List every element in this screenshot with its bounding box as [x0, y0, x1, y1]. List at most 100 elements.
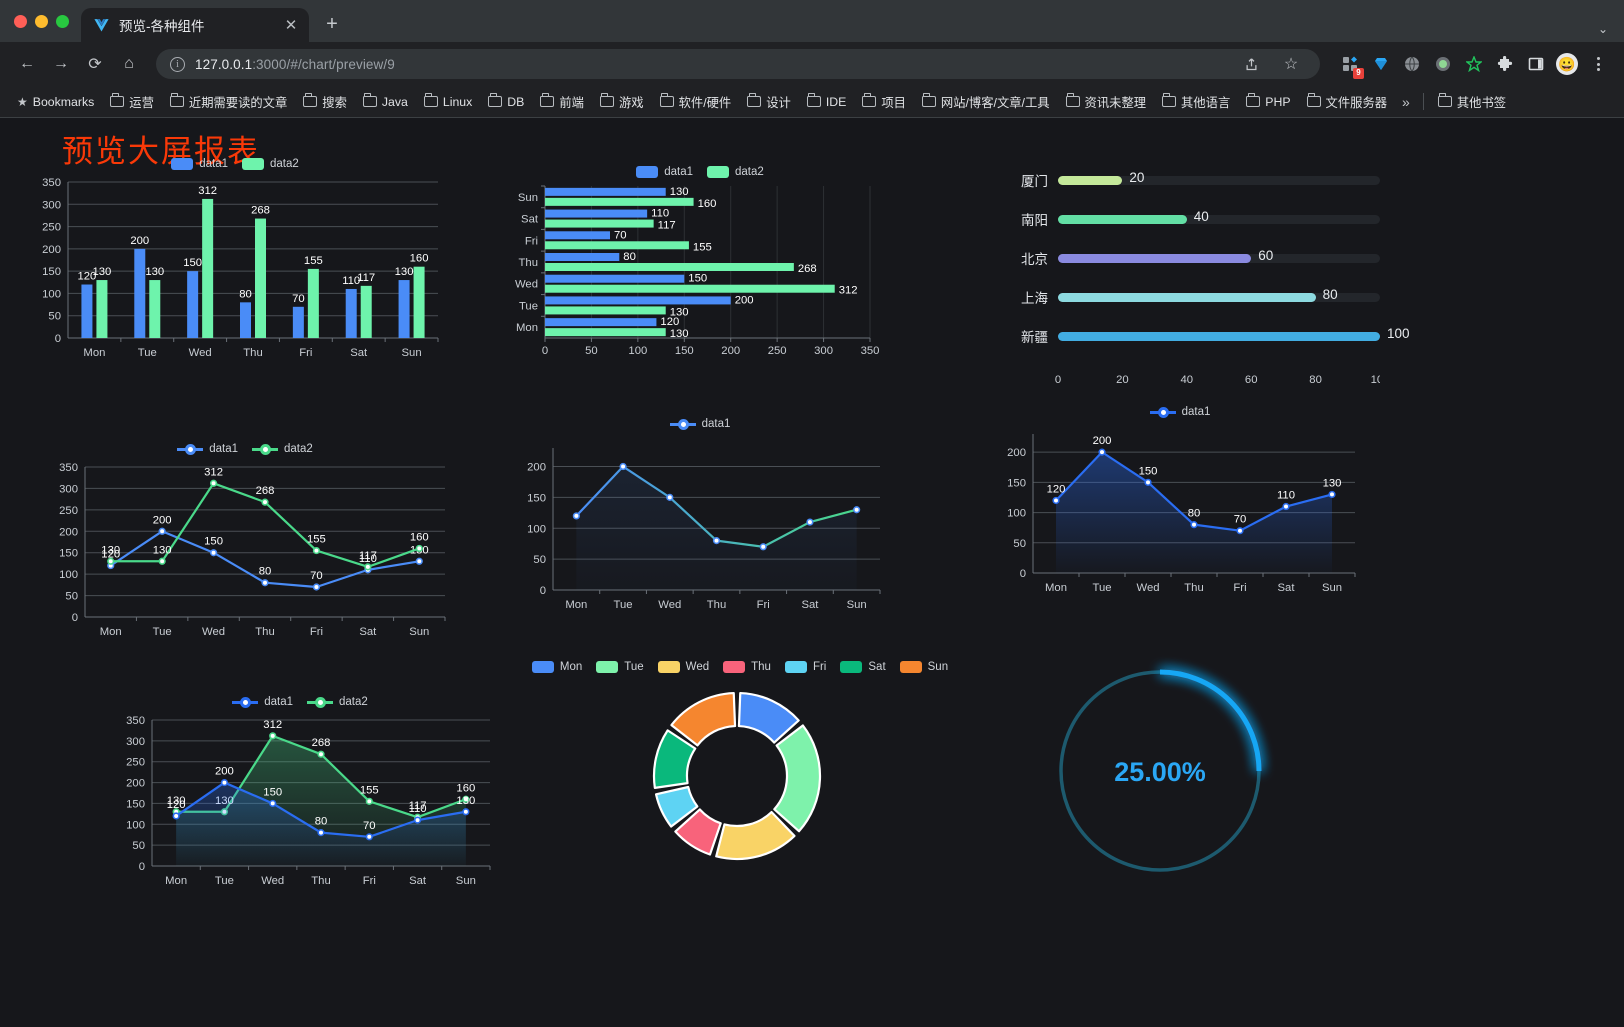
legend-item[interactable]: Thu	[723, 661, 771, 673]
bookmark-folder[interactable]: PHP	[1239, 92, 1297, 112]
bar-data2[interactable]	[545, 197, 694, 206]
data-point[interactable]	[209, 479, 218, 487]
data-point[interactable]	[365, 833, 373, 841]
bar-data1[interactable]	[240, 302, 251, 338]
bookmark-folder[interactable]: 资讯未整理	[1059, 90, 1154, 114]
bar-data1[interactable]	[292, 306, 304, 338]
data-point[interactable]	[1328, 490, 1336, 499]
bookmark-folder[interactable]: 设计	[740, 90, 798, 114]
donut-slice[interactable]	[715, 810, 796, 861]
sidebar-panel-icon[interactable]	[1522, 50, 1550, 78]
data-point[interactable]	[759, 543, 767, 551]
data-point[interactable]	[364, 563, 372, 571]
minimize-window-button[interactable]	[35, 14, 48, 28]
donut-slice[interactable]	[737, 691, 800, 744]
data-point[interactable]	[317, 829, 325, 837]
bar-data2[interactable]	[545, 284, 835, 293]
bookmarks-overflow-button[interactable]: »	[1402, 93, 1410, 110]
bar-data2[interactable]	[96, 280, 108, 338]
data-point[interactable]	[1190, 521, 1198, 529]
legend-item[interactable]: Mon	[531, 661, 582, 673]
data-point[interactable]	[572, 512, 580, 520]
reload-button[interactable]: ⟳	[88, 56, 102, 73]
bookmark-folder[interactable]: 游戏	[593, 90, 651, 114]
bar-data1[interactable]	[345, 288, 357, 338]
bookmark-folder[interactable]: 项目	[855, 90, 913, 114]
bookmark-folder[interactable]: Java	[356, 92, 415, 112]
data-point[interactable]	[1282, 502, 1290, 511]
bookmark-folder[interactable]: 搜索	[296, 90, 354, 114]
data-point[interactable]	[415, 544, 423, 553]
bookmark-star-icon[interactable]: ☆	[1283, 56, 1299, 73]
progress-bar-row[interactable]: 上海 80	[1000, 287, 1380, 307]
data-point[interactable]	[462, 808, 470, 816]
bar-data1[interactable]	[545, 231, 610, 240]
bar-data2[interactable]	[360, 285, 372, 338]
donut-slice[interactable]	[773, 724, 822, 833]
chevron-down-icon[interactable]: ⌄	[1597, 22, 1608, 36]
progress-bar-chart[interactable]: 厦门 20 南阳 40 北京 60 上海 80 新疆 100 0 20 40 60 80 100	[1000, 170, 1410, 398]
progress-bar-row[interactable]: 新疆 100	[1000, 326, 1410, 346]
data-point[interactable]	[1052, 496, 1060, 505]
circle-icon[interactable]	[1429, 50, 1457, 78]
bar-data2[interactable]	[545, 219, 654, 228]
data-point[interactable]	[806, 518, 814, 526]
data-point[interactable]	[312, 546, 321, 555]
bar-data1[interactable]	[81, 284, 93, 338]
bar-data2[interactable]	[202, 198, 214, 338]
bookmark-folder[interactable]: 软件/硬件	[653, 90, 739, 114]
progress-bar-row[interactable]: 厦门 20	[1000, 170, 1380, 190]
progress-bar-row[interactable]: 南阳 40	[1000, 209, 1380, 229]
puzzle-icon[interactable]	[1491, 50, 1519, 78]
area-chart-single[interactable]: data1 0 50 100 150 200 Mon Tue Wed Thu Fri Sat Sun 1…	[985, 406, 1375, 615]
forward-button[interactable]: →	[53, 55, 69, 72]
bookmarks-root[interactable]: ★ Bookmarks	[10, 92, 101, 112]
legend-item-data1[interactable]: data1	[171, 158, 228, 170]
data-point[interactable]	[269, 799, 277, 808]
bookmark-folder[interactable]: 文件服务器	[1300, 90, 1395, 114]
legend-item[interactable]: Fri	[784, 661, 826, 673]
bookmark-folder[interactable]: 前端	[533, 90, 591, 114]
bar-data1[interactable]	[398, 280, 410, 338]
legend-item[interactable]: Wed	[657, 661, 709, 673]
bookmark-folder[interactable]: 网站/博客/文章/工具	[915, 90, 1057, 114]
bar-data1[interactable]	[187, 271, 199, 338]
site-info-icon[interactable]: i	[170, 56, 185, 72]
data-point[interactable]	[209, 549, 218, 557]
data-point[interactable]	[158, 557, 166, 565]
bookmark-folder[interactable]: 其他语言	[1155, 90, 1237, 114]
bar-data2[interactable]	[545, 306, 666, 315]
data-point[interactable]	[712, 537, 721, 545]
line-chart-dual[interactable]: data1 data2 0 50 100 150 200 250 300 350 Mon Tue W…	[35, 443, 455, 665]
data-point[interactable]	[261, 498, 269, 506]
maximize-window-button[interactable]	[56, 14, 69, 28]
home-button[interactable]: ⌂	[124, 55, 134, 72]
bar-data1[interactable]	[134, 248, 146, 338]
data-point[interactable]	[1236, 527, 1244, 535]
bar-data2[interactable]	[545, 241, 689, 250]
extensions-grid-icon[interactable]: 9	[1336, 50, 1364, 79]
legend-item-data2[interactable]: data2	[307, 696, 368, 708]
legend-item[interactable]: Tue	[596, 661, 644, 673]
other-bookmarks-folder[interactable]: 其他书签	[1431, 90, 1513, 114]
legend-item[interactable]: Sat	[840, 661, 886, 673]
close-window-button[interactable]	[14, 14, 27, 28]
legend-item-data2[interactable]: data2	[242, 158, 299, 170]
back-button[interactable]: ←	[19, 55, 35, 72]
legend-item-data1[interactable]: data1	[669, 418, 730, 430]
bookmark-folder[interactable]: DB	[481, 92, 531, 112]
data-point[interactable]	[1144, 478, 1152, 486]
bar-data2[interactable]	[413, 266, 425, 338]
share-icon[interactable]	[1236, 49, 1266, 79]
bookmark-folder[interactable]: IDE	[800, 92, 854, 112]
data-point[interactable]	[317, 750, 325, 758]
area-chart-dual[interactable]: data1 data2 0 50 100 150 200 250 300 350 Mon Tue W…	[100, 696, 500, 918]
data-point[interactable]	[269, 732, 277, 740]
data-point[interactable]	[1098, 448, 1106, 456]
bookmark-folder[interactable]: Linux	[417, 92, 479, 112]
address-bar[interactable]: i 127.0.0.1:3000/#/chart/preview/9 ☆	[156, 49, 1320, 79]
bar-data1[interactable]	[545, 209, 648, 218]
data-point[interactable]	[666, 493, 674, 501]
legend-item-data1[interactable]: data1	[636, 166, 693, 178]
bar-data2[interactable]	[255, 218, 266, 338]
